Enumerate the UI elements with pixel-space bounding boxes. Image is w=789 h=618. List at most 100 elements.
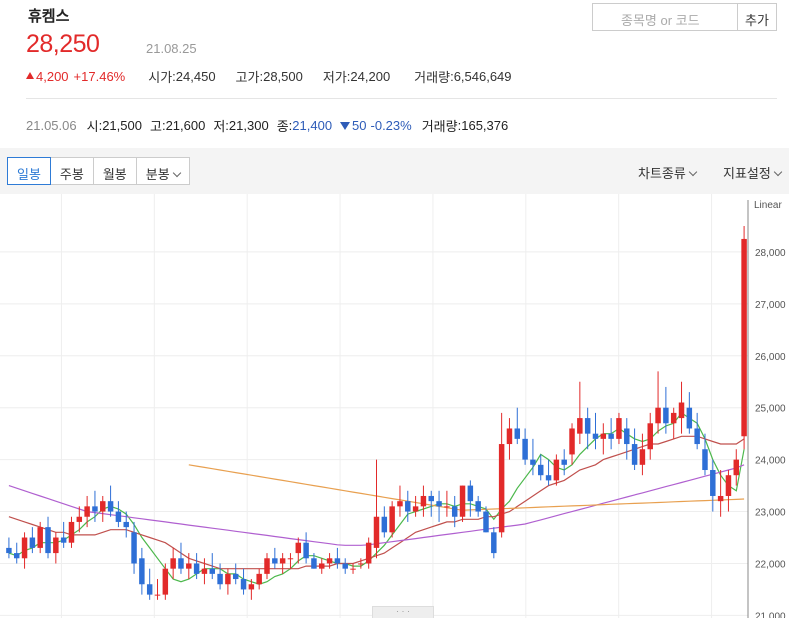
candle-body — [483, 511, 489, 533]
candle-body — [741, 238, 747, 437]
candle-body — [420, 495, 427, 507]
volume-label: 거래량 — [414, 70, 451, 85]
candle-body — [365, 542, 372, 564]
hover-open-label: 시 — [86, 119, 99, 134]
candle-body — [428, 495, 434, 502]
candle-body — [6, 547, 12, 554]
candle-body — [412, 506, 419, 512]
chevron-down-icon — [172, 168, 181, 178]
candle-body — [358, 563, 364, 565]
indicator-settings-dropdown[interactable]: 지표설정 — [723, 163, 783, 182]
hover-low-label: 저 — [213, 119, 226, 134]
y-tick-label: 27,000 — [755, 300, 786, 311]
candle-body — [107, 501, 114, 512]
y-tick-label: 24,000 — [755, 456, 786, 467]
candle-body — [678, 402, 685, 419]
candle-body — [686, 407, 693, 429]
open-label: 시가 — [148, 70, 173, 85]
tab-minute[interactable]: 분봉 — [135, 157, 190, 185]
tab-daily[interactable]: 일봉 — [7, 157, 51, 185]
candle-body — [13, 553, 20, 559]
hover-close: 21,400 — [292, 118, 333, 133]
candle-body — [405, 501, 411, 512]
hover-candle-info: 21.05.06 시: 21,500 고: 21,600 저: 21,300 종… — [26, 118, 509, 134]
change-amount: 4,200 — [36, 69, 69, 84]
add-button[interactable]: 추가 — [737, 3, 777, 31]
candle-body — [397, 501, 403, 507]
candle-body — [436, 501, 442, 507]
candle-body — [334, 558, 341, 564]
candle-body — [444, 506, 450, 508]
candle-body — [45, 527, 51, 554]
candlestick-chart[interactable]: 28,000 27,000 26,000 25,000 24,000 23,000 22,0… — [0, 194, 789, 618]
candle-body — [592, 433, 599, 439]
candle-body — [631, 444, 638, 465]
candle-body — [303, 542, 309, 559]
candle-body — [663, 407, 669, 424]
candle-body — [569, 428, 575, 455]
candle-body — [373, 516, 380, 548]
candle-body — [561, 459, 567, 465]
tab-monthly[interactable]: 월봉 — [92, 157, 137, 185]
candle-body — [311, 558, 317, 569]
candle-body — [467, 485, 474, 502]
y-tick-label: 22,000 — [755, 559, 786, 570]
tab-weekly[interactable]: 주봉 — [49, 157, 94, 185]
candle-body — [639, 449, 646, 465]
divider — [26, 98, 777, 99]
candle-body — [647, 423, 653, 450]
candle-body — [84, 506, 90, 517]
candle-body — [186, 563, 192, 569]
candle-body — [608, 433, 614, 439]
candle-body — [225, 573, 231, 585]
candle-body — [115, 511, 122, 522]
hover-high-label: 고 — [149, 119, 162, 134]
candle-body — [131, 532, 137, 564]
candle-body — [459, 485, 466, 517]
candle-body — [389, 506, 395, 533]
chart-canvas[interactable]: 28,000 27,000 26,000 25,000 24,000 23,000 22,0… — [0, 194, 789, 618]
candle-body — [100, 501, 106, 512]
candle-body — [178, 558, 184, 569]
candle-body — [92, 506, 98, 512]
y-tick-label: 21,000 — [755, 611, 786, 618]
y-tick-label: 26,000 — [755, 352, 786, 363]
high-value: 28,500 — [263, 69, 303, 84]
period-tabs: 일봉 주봉 월봉 분봉 — [7, 157, 190, 185]
candle-body — [584, 418, 591, 434]
candle-body — [146, 584, 153, 595]
hover-low: 21,300 — [228, 118, 269, 133]
candle-body — [491, 532, 497, 554]
candle-body — [670, 412, 677, 424]
chevron-down-icon — [688, 167, 698, 177]
candle-body — [209, 568, 215, 574]
candle-body — [264, 558, 270, 574]
candle-body — [287, 558, 294, 560]
hover-open: 21,500 — [102, 118, 142, 133]
candle-body — [616, 418, 622, 439]
candle-body — [139, 558, 145, 585]
candle-body — [600, 433, 607, 439]
candle-body — [295, 542, 302, 554]
search-input[interactable]: 종목명 or 코드 — [592, 3, 738, 31]
candle-body — [381, 516, 388, 533]
price-date: 21.08.25 — [146, 41, 197, 56]
hover-change-pct: -0.23% — [370, 118, 412, 133]
open-value: 24,450 — [175, 69, 216, 84]
stock-name: 휴켐스 — [28, 8, 70, 25]
current-price: 28,250 — [26, 30, 100, 58]
candle-body — [498, 444, 505, 533]
chart-scroll-handle[interactable]: · · · — [372, 606, 434, 618]
low-label: 저가 — [322, 70, 347, 85]
y-tick-label: 23,000 — [755, 508, 786, 519]
hover-high: 21,600 — [165, 118, 206, 133]
chart-type-dropdown[interactable]: 차트종류 — [638, 163, 698, 182]
volume-value: 6,546,649 — [453, 69, 512, 84]
candle-body — [68, 521, 75, 543]
candle-body — [694, 428, 700, 445]
candle-body — [201, 568, 208, 574]
candle-body — [725, 475, 732, 496]
y-tick-label: 28,000 — [755, 248, 786, 259]
high-label: 고가 — [235, 70, 260, 85]
hover-volume: 165,376 — [461, 118, 509, 133]
